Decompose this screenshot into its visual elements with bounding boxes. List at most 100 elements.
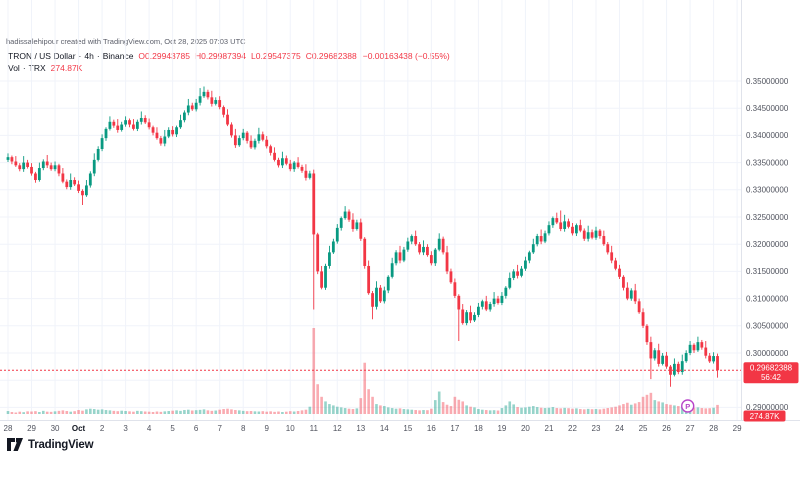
volume-bar xyxy=(320,396,323,414)
candle-body xyxy=(210,97,214,104)
volume-bar xyxy=(700,408,704,414)
time-axis-label[interactable]: 3 xyxy=(123,424,128,433)
candle-body xyxy=(645,325,649,343)
time-axis-label[interactable]: 15 xyxy=(403,424,412,433)
candle-body xyxy=(461,309,465,324)
volume-bar xyxy=(473,407,476,414)
low-label: L xyxy=(251,51,256,61)
price-axis-label[interactable]: 0.33000000 xyxy=(746,186,789,195)
time-axis-label[interactable]: 12 xyxy=(333,424,342,433)
time-axis-label[interactable]: 30 xyxy=(51,424,60,433)
volume-bar xyxy=(96,409,100,414)
time-axis-label[interactable]: 24 xyxy=(615,424,624,433)
volume-bar xyxy=(673,405,676,414)
volume-bar xyxy=(484,410,488,414)
volume-bar xyxy=(579,409,582,414)
time-axis-label[interactable]: Oct xyxy=(72,424,86,433)
candle-body xyxy=(135,121,139,129)
legend-volume-row: Vol · TRX 274.87K xyxy=(8,62,450,74)
volume-bar xyxy=(394,408,398,414)
time-axis-label[interactable]: 19 xyxy=(497,424,506,433)
candle-countdown: 56:42 xyxy=(761,373,782,382)
event-marker-icon[interactable] xyxy=(681,399,695,413)
time-axis-label[interactable]: 22 xyxy=(568,424,577,433)
time-axis-label[interactable]: 14 xyxy=(380,424,389,433)
price-axis-label[interactable]: 0.32500000 xyxy=(746,213,789,222)
time-axis-label[interactable]: 18 xyxy=(474,424,483,433)
time-axis-label[interactable]: 28 xyxy=(4,424,13,433)
volume-bar xyxy=(120,410,123,414)
price-axis-label[interactable]: 0.33500000 xyxy=(746,158,789,167)
symbol-title[interactable]: TRON / US Dollar xyxy=(8,51,76,61)
price-axis-label[interactable]: 0.30500000 xyxy=(746,322,789,331)
candle-body xyxy=(543,233,547,242)
candle-body xyxy=(206,91,210,98)
time-axis-label[interactable]: 9 xyxy=(264,424,269,433)
time-axis-label[interactable]: 6 xyxy=(194,424,199,433)
time-axis-label[interactable]: 23 xyxy=(592,424,601,433)
price-axis-label[interactable]: 0.31000000 xyxy=(746,294,789,303)
volume-bar xyxy=(104,410,108,414)
candle-body xyxy=(139,117,143,122)
time-axis-label[interactable]: 29 xyxy=(27,424,36,433)
time-axis-label[interactable]: 8 xyxy=(241,424,246,433)
volume-bar xyxy=(571,408,574,414)
candle-body xyxy=(331,241,335,253)
time-axis-label[interactable]: 5 xyxy=(170,424,175,433)
time-axis-label[interactable]: 26 xyxy=(662,424,671,433)
candle-body xyxy=(637,301,641,313)
tradingview-logo[interactable]: TradingView xyxy=(7,438,94,451)
candle-body xyxy=(692,344,696,351)
time-axis-label[interactable]: 17 xyxy=(450,424,459,433)
volume-bar xyxy=(371,396,374,414)
candle-body xyxy=(190,105,194,110)
time-axis-label[interactable]: 13 xyxy=(356,424,365,433)
candle-body xyxy=(77,184,80,191)
time-axis-label[interactable]: 2 xyxy=(100,424,105,433)
time-axis-label[interactable]: 10 xyxy=(286,424,295,433)
price-axis-label[interactable]: 0.32000000 xyxy=(746,240,789,249)
candle-body xyxy=(339,218,343,228)
interval-label[interactable]: 4h xyxy=(84,51,94,61)
time-axis-label[interactable]: 25 xyxy=(639,424,648,433)
volume-bar xyxy=(6,411,10,414)
time-axis-label[interactable]: 21 xyxy=(545,424,554,433)
volume-bar xyxy=(89,408,92,414)
volume-bar xyxy=(481,409,484,414)
time-axis-label[interactable]: 11 xyxy=(310,424,319,433)
volume-bar xyxy=(116,411,120,414)
candle-body xyxy=(116,125,120,130)
volume-bar xyxy=(57,410,61,414)
price-axis-label[interactable]: 0.34500000 xyxy=(746,104,789,113)
price-axis-label[interactable]: 0.29000000 xyxy=(746,403,789,412)
candle-body xyxy=(516,271,519,276)
volume-bar xyxy=(124,411,127,414)
time-axis-label[interactable]: 16 xyxy=(427,424,436,433)
candle-body xyxy=(641,312,645,326)
candle-body xyxy=(406,241,410,250)
time-axis-label[interactable]: 27 xyxy=(686,424,695,433)
candle-body xyxy=(65,181,69,188)
candle-body xyxy=(390,263,394,277)
change-value: −0.00163438 (−0.55%) xyxy=(362,51,450,61)
volume-bar xyxy=(61,410,65,414)
candle-body xyxy=(343,211,347,219)
time-axis-label[interactable]: 28 xyxy=(709,424,718,433)
price-axis-label[interactable]: 0.30000000 xyxy=(746,349,789,358)
price-axis-label[interactable]: 0.34000000 xyxy=(746,131,789,140)
candle-body xyxy=(316,234,320,272)
price-axis-label[interactable]: 0.31500000 xyxy=(746,267,789,276)
time-axis-label[interactable]: 20 xyxy=(521,424,530,433)
candle-body xyxy=(22,162,26,170)
candle-body xyxy=(175,127,178,135)
time-axis-label[interactable]: 4 xyxy=(147,424,152,433)
candle-body xyxy=(355,222,359,229)
time-axis-label[interactable]: 29 xyxy=(733,424,742,433)
volume-bar xyxy=(390,408,394,414)
time-axis-label[interactable]: 7 xyxy=(217,424,222,433)
price-axis-label[interactable]: 0.35000000 xyxy=(746,77,789,86)
volume-bar xyxy=(629,404,633,414)
volume-bar xyxy=(159,411,163,414)
